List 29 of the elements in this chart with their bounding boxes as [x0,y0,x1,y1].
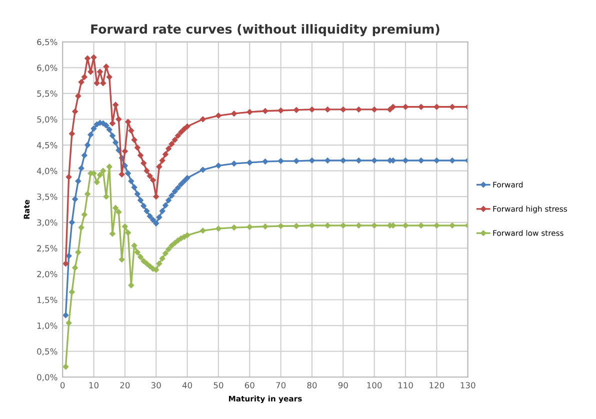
x-tick-label: 120 [430,382,444,388]
x-tick-label: 130 [460,382,476,388]
y-tick-label: 6,0% [37,64,58,72]
x-tick-label: 80 [307,382,317,388]
y-tick-label: 4,5% [36,142,58,150]
x-tick-label: 60 [244,382,254,388]
y-tick-label: 3,0% [37,219,58,227]
x-tick-label: 20 [120,382,130,388]
y-tick-label: 1,5% [37,296,58,304]
x-tick-label: 100 [367,382,382,388]
y-tick-label: 5,5% [37,90,58,98]
x-tick-label: 30 [151,382,161,388]
y-tick-label: 4,0% [36,168,58,175]
y-tick-label: 3,5% [37,194,58,201]
y-tick-label: 0,5% [37,348,58,356]
y-tick-label: 1,0% [37,322,58,330]
x-tick-label: 110 [398,382,413,388]
y-tick-label: 2,0% [37,270,58,278]
y-tick-label: 6,5% [37,38,58,46]
x-tick-label: 0 [60,382,65,388]
x-tick-label: 50 [214,382,224,388]
y-tick-label: 5,0% [37,116,58,124]
x-tick-label: 70 [276,382,286,388]
x-tick-label: 10 [89,382,99,388]
x-tick-label: 90 [338,382,348,388]
y-tick-label: 2,5% [37,245,58,252]
x-tick-label: 40 [182,382,192,388]
chart-title: Forward rate curves (without illiquidity premium) [91,24,440,36]
y-tick-label: 0,0% [37,374,58,382]
